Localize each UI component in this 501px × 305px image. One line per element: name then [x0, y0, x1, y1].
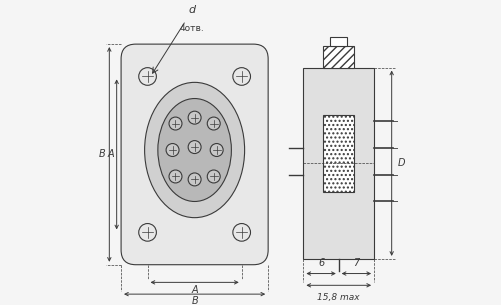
Text: 4отв.: 4отв. — [179, 23, 204, 33]
Circle shape — [169, 170, 182, 183]
Circle shape — [188, 111, 201, 124]
Circle shape — [233, 224, 250, 241]
Circle shape — [166, 144, 179, 156]
Bar — [323, 116, 354, 192]
Text: 7: 7 — [353, 258, 360, 268]
Text: B: B — [191, 296, 198, 305]
Circle shape — [207, 117, 220, 130]
Circle shape — [188, 141, 201, 153]
Bar — [330, 37, 347, 45]
Circle shape — [210, 144, 223, 156]
Text: d: d — [188, 5, 195, 15]
Circle shape — [139, 224, 156, 241]
Text: B: B — [99, 149, 105, 160]
Ellipse shape — [145, 82, 244, 218]
Text: 6: 6 — [318, 258, 324, 268]
Text: A: A — [191, 285, 198, 295]
Bar — [304, 68, 374, 259]
Circle shape — [188, 173, 201, 186]
Text: A: A — [108, 149, 114, 160]
Circle shape — [207, 170, 220, 183]
Circle shape — [233, 68, 250, 85]
Text: 15,8 max: 15,8 max — [318, 293, 360, 302]
Circle shape — [139, 68, 156, 85]
Text: D: D — [398, 158, 405, 168]
Circle shape — [169, 117, 182, 130]
Bar — [323, 45, 354, 68]
FancyBboxPatch shape — [121, 44, 268, 265]
Ellipse shape — [158, 99, 231, 202]
